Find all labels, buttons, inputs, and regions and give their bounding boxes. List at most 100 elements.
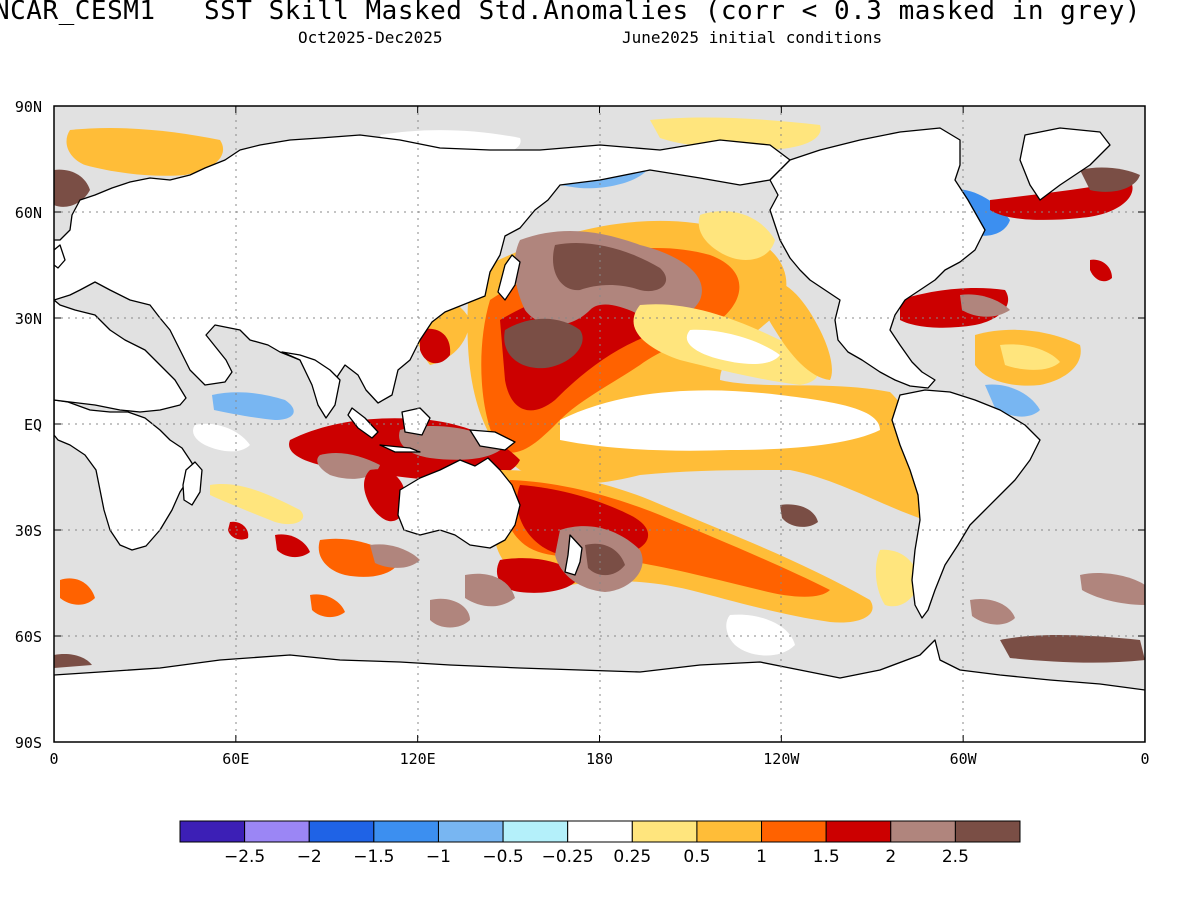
anomaly-patch: [310, 594, 345, 618]
gridlines: [54, 106, 1145, 742]
colorbar-swatch: [696, 820, 763, 843]
lon-label: 180: [586, 750, 613, 768]
colorbar-swatch: [761, 820, 827, 843]
lat-label: 90S: [15, 734, 42, 752]
colorbar-swatch: [179, 820, 246, 843]
colorbar-swatch: [308, 820, 375, 843]
anomaly-patch: [54, 169, 90, 207]
lon-label: 0: [49, 750, 58, 768]
anomaly-patch: [370, 544, 420, 568]
eurasia-africa: [54, 134, 791, 406]
anomaly-patch: [54, 654, 92, 668]
anomaly-patch: [1080, 167, 1140, 192]
new-zealand: [564, 534, 583, 576]
new-guinea: [469, 429, 516, 451]
colorbar-label: −2.5: [224, 847, 265, 867]
forecast-period: Oct2025-Dec2025: [298, 28, 443, 47]
anomaly-patch: [758, 279, 832, 380]
africa: [54, 399, 196, 551]
anomaly-patch: [585, 543, 625, 576]
continents: [54, 127, 1145, 742]
lon-label: 120E: [400, 750, 436, 768]
mediterranean-border: [54, 299, 187, 413]
borneo: [401, 407, 431, 436]
colorbar-label: −0.5: [482, 847, 523, 867]
lon-label: 60E: [222, 750, 249, 768]
colorbar-swatch: [825, 820, 892, 843]
map-title: NCAR_CESM1 SST Skill Masked Std.Anomalie…: [0, 0, 1141, 26]
anomaly-patch: [420, 328, 451, 364]
anomaly-patch: [698, 211, 775, 260]
latitude-axis: 90N 60N 30N EQ 30S 60S 90S: [15, 98, 1145, 752]
anomaly-patch: [212, 392, 294, 420]
lat-label: 30S: [15, 522, 42, 540]
lat-label: 60N: [15, 204, 42, 222]
anomaly-patch: [66, 128, 224, 176]
lat-label: 90N: [15, 98, 42, 116]
colorbar-swatch: [373, 820, 439, 843]
uk: [54, 244, 66, 269]
anomaly-patch: [275, 534, 310, 558]
anomaly-patch: [552, 242, 667, 292]
map-area: [54, 106, 1145, 742]
colorbar-swatch: [890, 820, 956, 843]
anomaly-patch: [496, 558, 580, 593]
anomaly-patch: [985, 384, 1040, 417]
colorbar-swatch: [631, 820, 698, 843]
lat-label: 60S: [15, 628, 42, 646]
colorbar-label: 1.5: [813, 847, 840, 867]
greenland: [1019, 127, 1111, 201]
lon-label: 120W: [763, 750, 800, 768]
india: [281, 351, 341, 419]
colorbar-label: −0.25: [542, 847, 594, 867]
colorbar-swatch: [954, 820, 1021, 843]
anomaly-patch: [465, 573, 515, 607]
colorbar-swatch: [244, 820, 310, 843]
lon-label: 0: [1140, 750, 1149, 768]
antarctica: [54, 639, 1145, 742]
anomaly-patch: [960, 294, 1010, 317]
colorbar-label: −1.5: [353, 847, 394, 867]
anomaly-patch: [650, 117, 821, 150]
madagascar: [182, 461, 203, 506]
initial-conditions: June2025 initial conditions: [622, 28, 883, 47]
colorbar-swatch: [502, 820, 569, 843]
anomaly-patch: [970, 598, 1015, 625]
lat-label: EQ: [24, 416, 42, 434]
sumatra: [347, 407, 379, 439]
lon-label: 60W: [950, 750, 978, 768]
north-america: [769, 127, 986, 389]
anomaly-patch: [364, 469, 406, 522]
anomaly-patch: [504, 318, 583, 369]
java: [379, 444, 421, 453]
colorbar-label: 1: [756, 847, 767, 867]
anomaly-patch: [1080, 573, 1145, 605]
anomaly-patch: [60, 578, 95, 605]
lat-label: 30N: [15, 310, 42, 328]
anomaly-patch: [1090, 259, 1112, 282]
anomaly-patch: [210, 484, 304, 525]
colorbar-label: −1: [426, 847, 451, 867]
longitude-axis: 0 60E 120E 180 120W 60W 0: [49, 106, 1150, 768]
australia: [397, 457, 521, 549]
colorbar-label: 2: [885, 847, 896, 867]
colorbar-swatch: [567, 820, 633, 843]
japan: [497, 254, 521, 301]
anomaly-patch: [228, 521, 249, 540]
colorbar-label: 0.5: [683, 847, 710, 867]
colorbar: −2.5 −2 −1.5 −1 −0.5 −0.25 0.25 0.5 1 1.5 2 2.5: [179, 820, 1021, 867]
anomaly-patch: [1000, 344, 1060, 370]
colorbar-label: 2.5: [942, 847, 969, 867]
anomaly-patch: [875, 549, 920, 607]
anomaly-patch: [317, 453, 380, 479]
south-america: [891, 389, 1041, 619]
anomaly-patch: [726, 614, 795, 656]
anomaly-patch: [1000, 635, 1145, 663]
anomaly-patch: [686, 329, 780, 364]
anomaly-patch: [560, 390, 880, 451]
colorbar-label: 0.25: [613, 847, 651, 867]
anomaly-patch: [430, 598, 470, 628]
anomaly-patch: [780, 504, 818, 527]
colorbar-swatch: [437, 820, 504, 843]
